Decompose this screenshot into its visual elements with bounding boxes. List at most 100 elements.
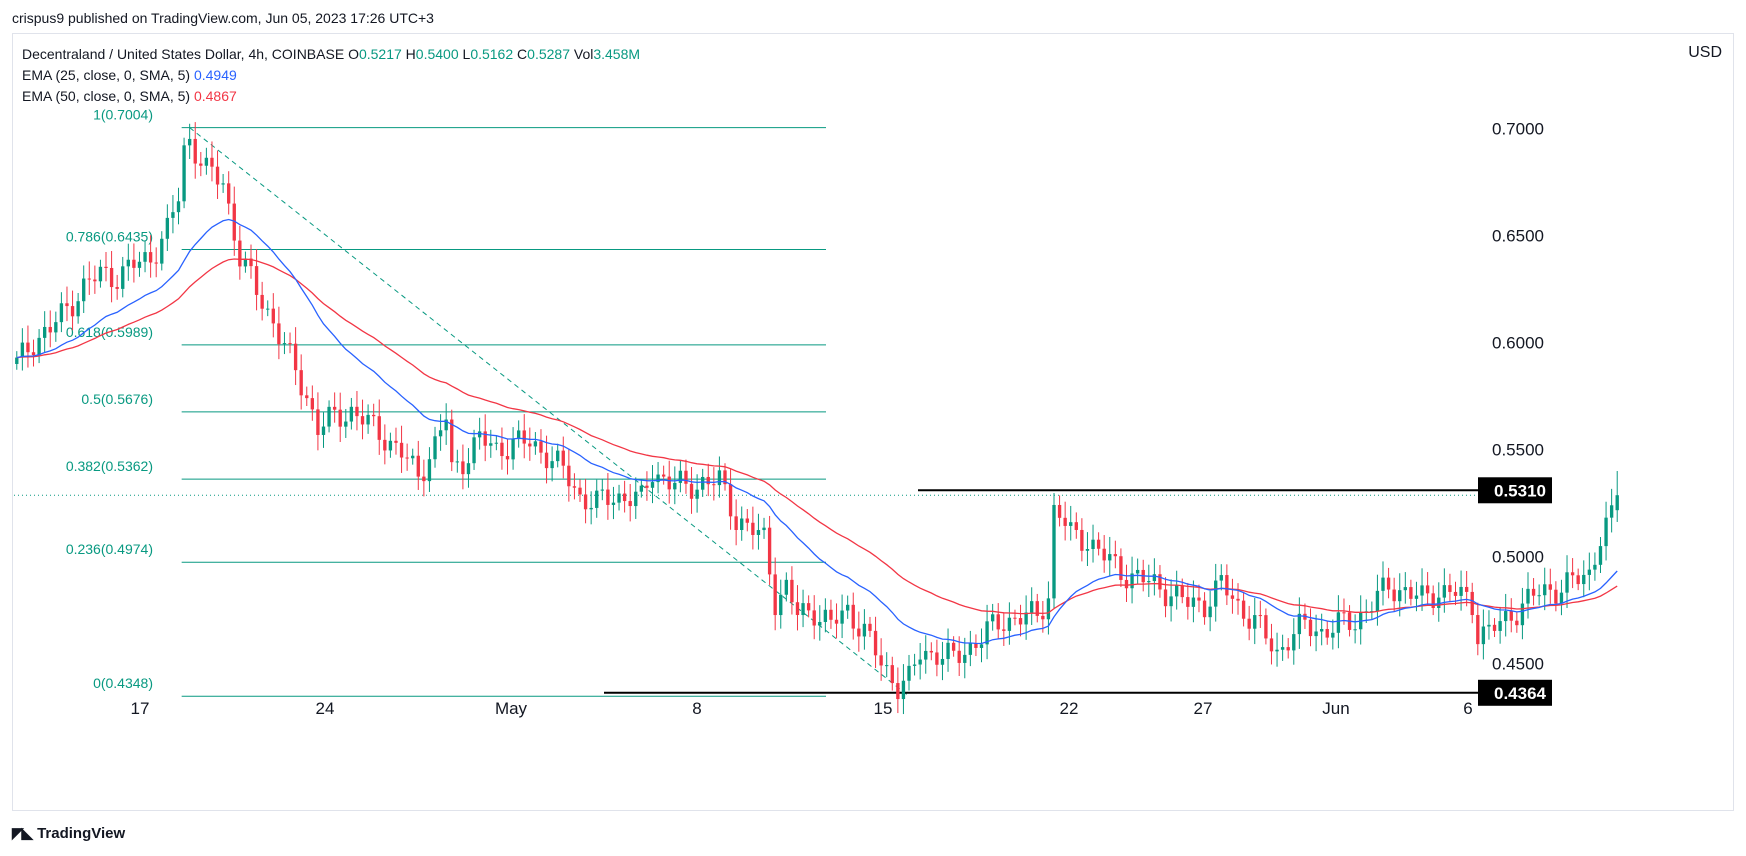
candle-body: [182, 145, 186, 202]
candle-body: [1180, 585, 1184, 598]
candle-body: [1548, 584, 1552, 590]
candle-body: [1492, 624, 1497, 631]
candle-body: [790, 579, 794, 603]
candle-body: [1007, 617, 1012, 631]
candle-body: [522, 430, 526, 444]
candle-body: [985, 621, 989, 645]
candle-body: [109, 267, 114, 288]
candle-body: [282, 343, 287, 345]
candle-body: [773, 574, 777, 616]
candle-body: [1325, 629, 1329, 638]
candle-body: [1459, 586, 1463, 596]
candle-body: [1582, 574, 1586, 585]
candle-body: [165, 217, 170, 239]
candle-body: [767, 527, 772, 575]
candle-body: [1063, 517, 1067, 526]
currency-label[interactable]: USD: [1688, 44, 1722, 61]
candle-body: [238, 240, 242, 267]
candle-body: [215, 166, 220, 185]
candle-body: [160, 238, 164, 264]
candle-body: [1264, 615, 1268, 639]
candle-body: [271, 308, 275, 324]
candle-body: [137, 261, 142, 268]
candle-body: [444, 419, 448, 431]
tradingview-brand[interactable]: ◤◣ TradingView: [12, 824, 125, 842]
candle-body: [912, 664, 917, 666]
candle-body: [65, 303, 69, 307]
candle-body: [1018, 618, 1023, 625]
candle-body: [1520, 603, 1525, 626]
high-value: 0.5400: [415, 46, 459, 62]
price-tag-label: 0.5310: [1494, 481, 1546, 500]
candle-body: [254, 266, 259, 295]
candle-body: [59, 303, 64, 323]
candle-body: [360, 416, 365, 425]
candle-body: [1253, 615, 1257, 629]
y-axis-tick-label: 0.6500: [1492, 227, 1544, 246]
y-axis-tick-label: 0.5500: [1492, 441, 1544, 460]
candle-body: [650, 482, 655, 488]
chart-frame[interactable]: [12, 33, 1734, 811]
candle-body: [1280, 647, 1285, 650]
candle-body: [260, 294, 264, 309]
candle-body: [416, 455, 420, 477]
candle-body: [227, 183, 231, 204]
candle-body: [1319, 629, 1324, 632]
symbol-row: Decentraland / United States Dollar, 4h,…: [22, 44, 640, 65]
candle-body: [1487, 624, 1491, 627]
ema50-row[interactable]: EMA (50, close, 0, SMA, 5) 0.4867: [22, 86, 640, 107]
candle-body: [1297, 613, 1302, 635]
candle-body: [1598, 546, 1603, 565]
candle-body: [104, 266, 108, 268]
candle-body: [427, 459, 432, 482]
candle-body: [896, 683, 900, 700]
x-axis-tick-label: 15: [874, 699, 893, 718]
candle-body: [762, 527, 766, 531]
candle-body: [433, 436, 437, 460]
candle-body: [823, 609, 828, 622]
fib-level-label: 0.5(0.5676): [81, 391, 153, 407]
candle-body: [1197, 597, 1201, 601]
chart-legend: Decentraland / United States Dollar, 4h,…: [22, 44, 640, 107]
x-axis-tick-label: 17: [131, 699, 150, 718]
candle-body: [533, 441, 538, 447]
candle-body: [723, 470, 727, 485]
candle-body: [740, 518, 744, 530]
candle-body: [622, 493, 627, 502]
candle-body: [924, 650, 928, 660]
candle-body: [1476, 615, 1480, 645]
candle-body: [589, 507, 593, 510]
candle-body: [1615, 495, 1619, 511]
candle-body: [544, 452, 549, 469]
ema25-label: EMA (25, close, 0, SMA, 5): [22, 67, 191, 83]
candle-body: [578, 487, 582, 495]
candle-body: [1208, 606, 1212, 618]
candle-body: [1531, 588, 1536, 596]
candle-body: [366, 414, 370, 425]
candle-body: [979, 644, 984, 648]
candle-body: [689, 483, 694, 499]
candle-body: [1119, 556, 1123, 580]
candle-body: [834, 619, 839, 624]
candle-body: [567, 465, 571, 487]
candle-body: [405, 457, 409, 459]
candle-body: [1124, 579, 1129, 589]
candle-body: [929, 650, 933, 653]
candle-body: [645, 485, 649, 488]
candle-body: [885, 665, 889, 667]
candle-body: [321, 426, 326, 435]
candle-body: [1247, 618, 1251, 629]
candle-body: [355, 406, 359, 417]
candle-body: [1035, 601, 1039, 616]
candle-body: [1442, 585, 1447, 598]
candle-body: [990, 614, 995, 622]
candle-body: [338, 409, 342, 427]
candle-body: [1420, 585, 1424, 596]
candle-body: [143, 252, 147, 262]
low-label: L: [462, 46, 471, 62]
symbol-name[interactable]: Decentraland / United States Dollar, 4h,…: [22, 46, 345, 62]
candle-body: [706, 476, 710, 485]
ema25-row[interactable]: EMA (25, close, 0, SMA, 5) 0.4949: [22, 65, 640, 86]
candle-body: [940, 658, 945, 665]
